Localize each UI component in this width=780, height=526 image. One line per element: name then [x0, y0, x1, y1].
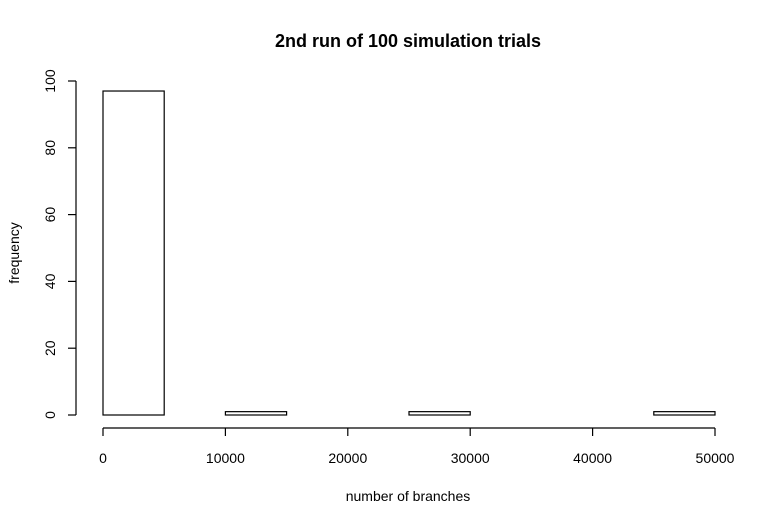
- histogram-bar: [653, 411, 716, 416]
- histogram-bar: [102, 90, 165, 416]
- x-tick-label: 40000: [573, 450, 612, 466]
- y-tick-label: 80: [42, 140, 58, 156]
- x-tick-label: 10000: [206, 450, 245, 466]
- chart-title: 2nd run of 100 simulation trials: [275, 31, 541, 51]
- bars-group: [102, 90, 716, 416]
- y-tick-label: 0: [42, 411, 58, 419]
- y-tick-label: 40: [42, 273, 58, 289]
- x-tick-label: 50000: [696, 450, 735, 466]
- y-axis-label: frequency: [6, 222, 22, 283]
- y-tick-label: 20: [42, 340, 58, 356]
- histogram-bar: [408, 411, 471, 416]
- y-tick-label: 60: [42, 207, 58, 223]
- x-tick-label: 20000: [328, 450, 367, 466]
- y-axis: 0 20 40 60 80 100: [42, 69, 77, 419]
- x-tick-label: 30000: [451, 450, 490, 466]
- y-tick-label: 100: [42, 69, 58, 93]
- histogram-bar: [224, 411, 288, 416]
- x-axis-label: number of branches: [346, 488, 471, 504]
- x-axis: 0 10000 20000 30000 40000 50000: [99, 427, 735, 466]
- x-tick-label: 0: [99, 450, 107, 466]
